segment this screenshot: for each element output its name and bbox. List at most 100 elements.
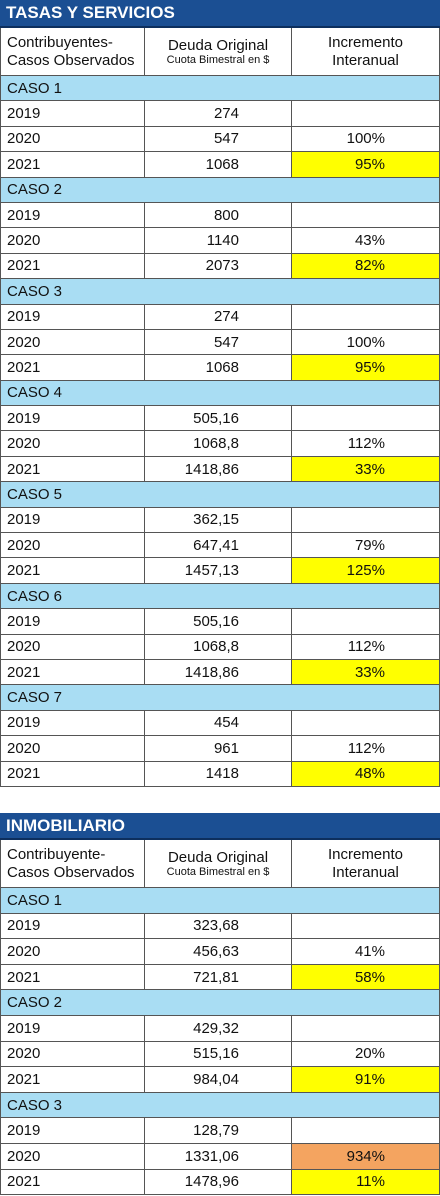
increment-cell: 20%	[292, 1041, 440, 1067]
year-cell: 2019	[0, 609, 145, 634]
increment-cell: 934%	[292, 1143, 440, 1169]
increment-cell	[292, 101, 440, 126]
year-cell: 2020	[0, 126, 145, 152]
year-cell: 2019	[0, 101, 145, 126]
case-row: CASO 6	[0, 583, 440, 610]
data-row: 2019 323,68	[0, 913, 440, 940]
case-row: CASO 3	[0, 279, 440, 305]
data-row: 2019 274	[0, 304, 440, 330]
data-row: 2021 1478,96 11%	[0, 1169, 440, 1196]
value-cell: 454	[145, 710, 292, 736]
table-title: INMOBILIARIO	[0, 813, 440, 840]
value-cell: 1418	[145, 761, 292, 786]
increment-cell	[292, 710, 440, 736]
case-row: CASO 2	[0, 990, 440, 1016]
year-cell: 2019	[0, 913, 145, 939]
case-row: CASO 3	[0, 1092, 440, 1119]
value-cell: 429,32	[145, 1015, 292, 1041]
table-title: TASAS Y SERVICIOS	[0, 0, 440, 28]
value-cell: 505,16	[145, 609, 292, 634]
table: INMOBILIARIO Contribuyente- Casos Observad…	[0, 813, 440, 1196]
year-cell: 2020	[0, 634, 145, 659]
increment-cell: 112%	[292, 736, 440, 761]
value-cell: 800	[145, 202, 292, 228]
increment-cell: 33%	[292, 659, 440, 685]
value-cell: 1140	[145, 228, 292, 253]
value-cell: 1331,06	[145, 1143, 292, 1169]
increment-cell: 79%	[292, 533, 440, 558]
increment-cell	[292, 202, 440, 228]
header-text: Incremento	[327, 34, 404, 52]
data-row: 2020 961 112%	[0, 736, 440, 762]
increment-cell	[292, 1015, 440, 1041]
header-text: Deuda Original	[167, 36, 269, 54]
data-row: 2021 1068 95%	[0, 152, 440, 178]
value-cell: 1068	[145, 152, 292, 177]
year-cell: 2021	[0, 152, 145, 177]
data-row: 2019 429,32	[0, 1015, 440, 1042]
data-row: 2020 1140 43%	[0, 228, 440, 254]
increment-cell: 11%	[292, 1169, 440, 1195]
header-text: Contribuyentes-	[7, 34, 113, 52]
header-cell: Contribuyente- Casos Observados	[0, 840, 145, 887]
year-cell: 2021	[0, 761, 145, 786]
increment-cell: 82%	[292, 253, 440, 279]
value-cell: 1478,96	[145, 1169, 292, 1195]
table: TASAS Y SERVICIOS Contribuyentes- Casos Ob…	[0, 0, 440, 787]
header-text: Incremento	[327, 846, 404, 864]
case-row: CASO 7	[0, 685, 440, 711]
increment-cell: 95%	[292, 355, 440, 380]
year-cell: 2020	[0, 736, 145, 761]
header-cell: Incremento Interanual	[292, 28, 440, 75]
increment-cell: 91%	[292, 1067, 440, 1092]
increment-cell: 48%	[292, 761, 440, 786]
data-row: 2021 984,04 91%	[0, 1067, 440, 1093]
increment-cell	[292, 507, 440, 533]
increment-cell: 95%	[292, 152, 440, 177]
value-cell: 961	[145, 736, 292, 761]
value-cell: 647,41	[145, 533, 292, 558]
increment-cell	[292, 913, 440, 939]
value-cell: 362,15	[145, 507, 292, 533]
value-cell: 1457,13	[145, 558, 292, 583]
header-cell: Incremento Interanual	[292, 840, 440, 887]
value-cell: 456,63	[145, 939, 292, 964]
increment-cell: 112%	[292, 634, 440, 659]
year-cell: 2019	[0, 507, 145, 533]
data-row: 2020 1068,8 112%	[0, 634, 440, 660]
increment-cell: 100%	[292, 126, 440, 152]
year-cell: 2021	[0, 1169, 145, 1195]
year-cell: 2021	[0, 964, 145, 990]
header-text: Casos Observados	[7, 863, 135, 881]
increment-cell	[292, 406, 440, 431]
data-row: 2019 128,79	[0, 1118, 440, 1144]
data-row: 2021 1418 48%	[0, 761, 440, 787]
increment-cell	[292, 304, 440, 329]
year-cell: 2021	[0, 456, 145, 482]
year-cell: 2019	[0, 304, 145, 329]
case-row: CASO 2	[0, 177, 440, 203]
increment-cell: 100%	[292, 329, 440, 355]
year-cell: 2020	[0, 1143, 145, 1169]
data-row: 2020 456,63 41%	[0, 939, 440, 965]
header-cell: Deuda Original Cuota Bimestral en $	[145, 840, 292, 887]
header-text: Interanual	[332, 51, 399, 69]
value-cell: 323,68	[145, 913, 292, 939]
header-text: Cuota Bimestral en $	[166, 53, 270, 66]
increment-cell	[292, 609, 440, 634]
data-row: 2019 505,16	[0, 609, 440, 635]
data-row: 2020 1068,8 112%	[0, 431, 440, 457]
data-row: 2019 274	[0, 101, 440, 127]
value-cell: 2073	[145, 253, 292, 279]
data-row: 2020 547 100%	[0, 329, 440, 356]
year-cell: 2021	[0, 558, 145, 583]
year-cell: 2021	[0, 253, 145, 279]
increment-cell: 41%	[292, 939, 440, 964]
data-row: 2020 547 100%	[0, 126, 440, 153]
year-cell: 2019	[0, 406, 145, 431]
data-row: 2020 647,41 79%	[0, 533, 440, 559]
data-row: 2020 515,16 20%	[0, 1041, 440, 1068]
year-cell: 2021	[0, 1067, 145, 1092]
year-cell: 2020	[0, 533, 145, 558]
